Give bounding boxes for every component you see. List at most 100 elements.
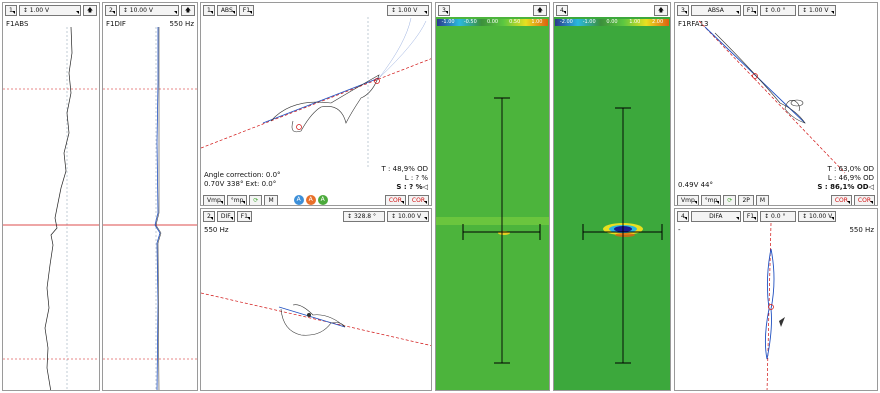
cscan-3-toolbar: 3 🡅 <box>436 3 549 17</box>
up-arrow-icon[interactable]: 🡅 <box>82 4 97 16</box>
strip-title: F1ABS <box>6 20 29 28</box>
strip-2-toolbar: 2 ↕ 10.00 V 🡅 <box>103 3 197 17</box>
up-arrow-icon[interactable]: 🡅 <box>180 4 195 16</box>
mp-button[interactable]: °mp <box>700 194 722 205</box>
angle-value[interactable]: ↕ 328.8 ° <box>343 210 385 222</box>
reading-label: 0.49V 44° <box>678 181 714 189</box>
s-value: S : 86,1% OD◁ <box>817 183 874 191</box>
channel-select[interactable]: 3 <box>677 4 689 16</box>
scale-tick: 0.00 <box>606 19 618 25</box>
scale-tick: -0.50 <box>463 19 477 25</box>
gain-select[interactable]: ↕ 1.00 V <box>798 4 837 16</box>
l-value: L : ? % <box>404 174 428 182</box>
lissajous-1-plot <box>201 17 431 168</box>
color-scale: -1.00 -0.50 0.00 0.50 1.00 <box>437 19 548 26</box>
channel-select[interactable]: 4 <box>677 210 689 222</box>
t-value: T : 48,9% OD <box>381 165 428 173</box>
t-value: T : 63,0% OD <box>827 165 874 173</box>
angle-text: 0.0 ° <box>771 212 786 220</box>
gain-value: 10.00 V <box>809 212 833 220</box>
vmp-button[interactable]: Vmp <box>203 194 225 205</box>
frequency-label: 550 Hz <box>204 226 229 234</box>
cscan-4-toolbar: 4 🡅 <box>554 3 670 17</box>
refresh-icon[interactable]: ⟳ <box>249 194 263 205</box>
lissajous-3: 3 ABSA F1 ↕ 0.0 ° ↕ 1.00 V F1RFA13 0.49V… <box>674 2 878 206</box>
channel-select[interactable]: 2 <box>203 210 215 222</box>
frequency-label: 550 Hz <box>169 20 194 28</box>
lissajous-3-bottom-bar: Vmp °mp ⟳ 2P M COR COR <box>675 193 877 205</box>
strip-2-plot <box>103 27 197 390</box>
cscan-4: 4 🡅 -2.00 -1.00 0.00 1.00 2.00 <box>553 2 671 391</box>
cor-button-2[interactable]: COR <box>853 194 875 205</box>
angle-text: 328.8 ° <box>353 212 377 220</box>
blue-circle-icon[interactable]: A <box>293 195 304 205</box>
frequency-select[interactable]: F1 <box>742 4 759 16</box>
l-value: L : 46,9% OD <box>827 174 874 182</box>
color-scale: -2.00 -1.00 0.00 1.00 2.00 <box>555 19 669 26</box>
mode-select[interactable]: DIFA <box>690 210 741 222</box>
lissajous-3-plot <box>698 20 846 174</box>
mode-select[interactable]: ABS <box>216 4 237 16</box>
lissajous-4-toolbar: 4 DIFA F1 ↕ 0.0 ° ↕ 10.00 V <box>675 209 877 223</box>
lissajous-1-toolbar: 1 ABS F1 ↕ 1.00 V <box>201 3 431 17</box>
channel-select[interactable]: 4 <box>556 4 568 16</box>
orange-circle-icon[interactable]: A <box>305 195 316 205</box>
cscan-4-plot <box>554 29 670 390</box>
gain-select[interactable]: ↕ 10.00 V <box>387 210 429 222</box>
frequency-select[interactable]: F1 <box>236 210 252 222</box>
scale-tick: -2.00 <box>559 19 573 25</box>
up-arrow-icon[interactable]: 🡅 <box>532 4 547 16</box>
angle-value[interactable]: ↕ 0.0 ° <box>760 4 797 16</box>
up-arrow-icon[interactable]: 🡅 <box>653 4 668 16</box>
green-circle-icon[interactable]: A <box>317 195 328 205</box>
refresh-icon[interactable]: ⟳ <box>723 194 737 205</box>
gain-value: 1.00 V <box>809 6 829 14</box>
lissajous-2: 2 DIF F1 ↕ 328.8 ° ↕ 10.00 V 550 Hz <box>200 208 432 391</box>
gain-select[interactable]: ↕ 10.00 V <box>118 4 179 16</box>
scale-tick: 2.00 <box>652 19 664 25</box>
strip-1-toolbar: 1 ↕ 1.00 V 🡅 <box>3 3 99 17</box>
cor-button-2[interactable]: COR <box>407 194 429 205</box>
gain-value: 10.00 V <box>397 212 422 220</box>
cscan-3-plot <box>436 29 549 390</box>
gain-select[interactable]: ↕ 10.00 V <box>798 210 837 222</box>
lissajous-4-plot <box>764 222 785 390</box>
lissajous-1: 1 ABS F1 ↕ 1.00 V Angle correction: 0.0°… <box>200 2 432 206</box>
vmp-button[interactable]: Vmp <box>677 194 699 205</box>
strip-1-plot <box>3 26 99 390</box>
gain-select[interactable]: ↕ 1.00 V <box>387 4 429 16</box>
reading-label: 0.70V 338° Ext: 0.0° <box>204 180 277 188</box>
cscan-3: 3 🡅 -1.00 -0.50 0.00 0.50 1.00 <box>435 2 550 391</box>
s-value: S : ? %◁ <box>396 183 428 191</box>
two-point-button[interactable]: 2P <box>738 194 754 205</box>
cor-button-1[interactable]: COR <box>830 194 852 205</box>
scale-tick: 1.00 <box>531 19 543 25</box>
m-button[interactable]: M <box>264 194 278 205</box>
channel-select[interactable]: 1 <box>5 4 17 16</box>
scale-tick: 0.50 <box>509 19 521 25</box>
mode-select[interactable]: DIF <box>216 210 235 222</box>
mp-button[interactable]: °mp <box>226 194 248 205</box>
gain-select[interactable]: ↕ 1.00 V <box>18 4 81 16</box>
scale-tick: -1.00 <box>582 19 596 25</box>
m-button[interactable]: M <box>755 194 770 205</box>
angle-value[interactable]: ↕ 0.0 ° <box>760 210 797 222</box>
dash-label: - <box>678 226 681 234</box>
frequency-select[interactable]: F1 <box>238 4 255 16</box>
angle-text: 0.0 ° <box>771 6 786 14</box>
gain-value: 1.00 V <box>29 6 50 14</box>
strip-chart-2: 2 ↕ 10.00 V 🡅 F1DIF 550 Hz <box>102 2 198 391</box>
lissajous-2-plot <box>201 292 431 346</box>
scale-tick: 0.00 <box>486 19 499 25</box>
channel-select[interactable]: 3 <box>438 4 450 16</box>
channel-select[interactable]: 2 <box>105 4 117 16</box>
lissajous-3-toolbar: 3 ABSA F1 ↕ 0.0 ° ↕ 1.00 V <box>675 3 877 17</box>
strip-title: F1DIF <box>106 20 126 28</box>
mode-select[interactable]: ABSA <box>690 4 741 16</box>
angle-correction-label: Angle correction: 0.0° <box>204 171 281 179</box>
channel-select[interactable]: 1 <box>203 4 215 16</box>
strip-chart-1: 1 ↕ 1.00 V 🡅 F1ABS <box>2 2 100 391</box>
lissajous-2-toolbar: 2 DIF F1 ↕ 328.8 ° ↕ 10.00 V <box>201 209 431 223</box>
frequency-select[interactable]: F1 <box>742 210 759 222</box>
cor-button-1[interactable]: COR <box>384 194 406 205</box>
